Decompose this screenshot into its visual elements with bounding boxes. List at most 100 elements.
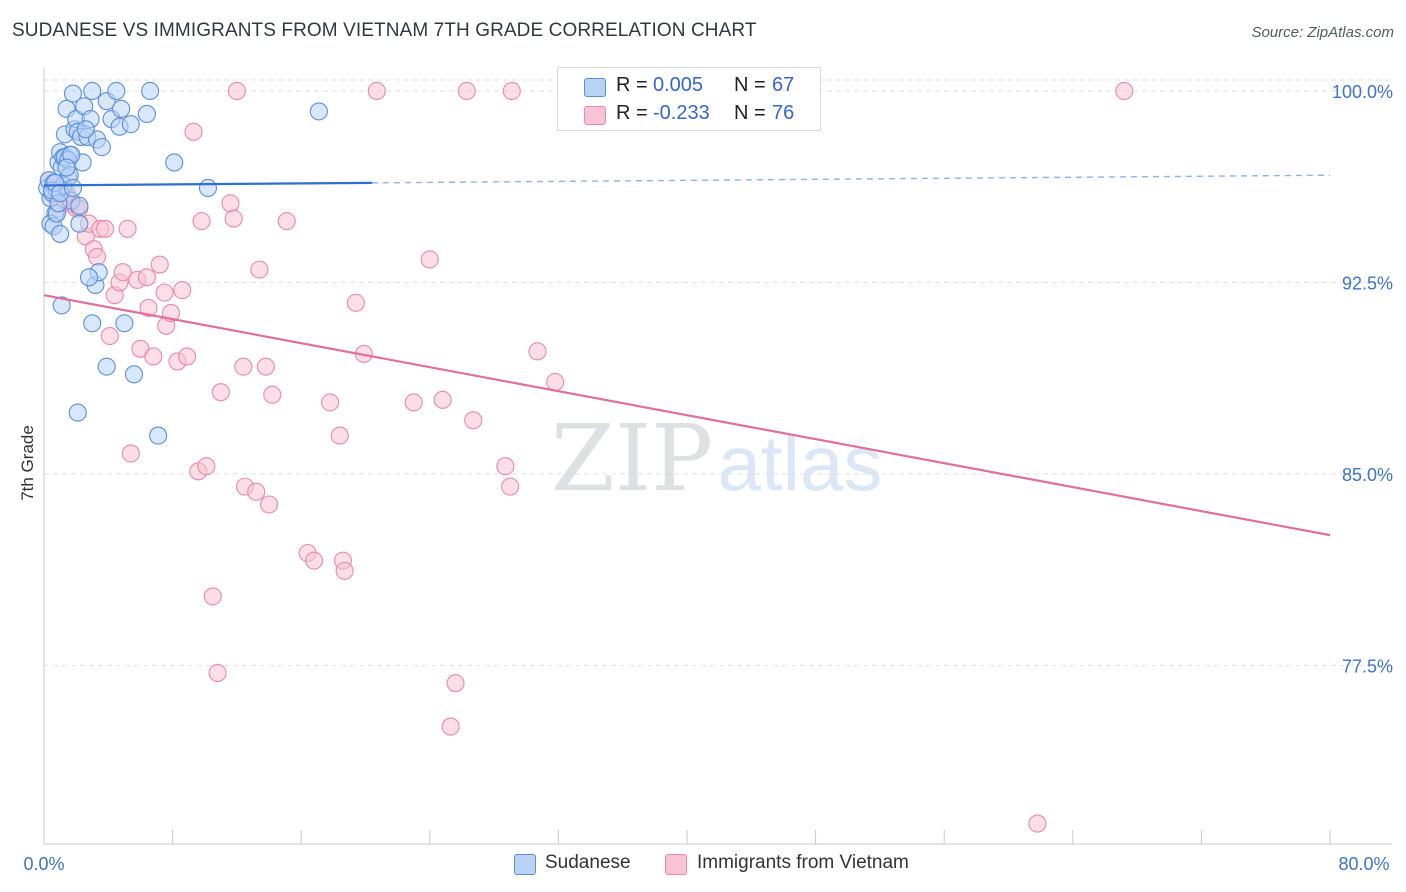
data-point-sudanese <box>51 224 70 243</box>
bottom-legend-label: Immigrants from Vietnam <box>697 852 909 873</box>
data-point-vietnam <box>335 561 354 580</box>
data-point-vietnam <box>87 247 107 266</box>
data-point-vietnam <box>256 357 275 376</box>
data-point-vietnam <box>100 326 119 346</box>
data-point-vietnam <box>144 347 163 366</box>
data-point-sudanese <box>63 84 82 103</box>
data-point-vietnam <box>221 194 240 213</box>
legend-row-vietnam: R = -0.233 N = 76 <box>558 100 820 128</box>
data-point-vietnam <box>441 717 460 736</box>
legend-n-value: 67 <box>772 74 795 96</box>
data-point-vietnam <box>184 122 203 141</box>
watermark: ZIP atlas <box>551 405 882 512</box>
data-point-vietnam <box>118 219 137 238</box>
data-point-vietnam <box>404 393 423 412</box>
y-tick-label: 85.0% <box>1342 465 1393 485</box>
y-tick-label: 92.5% <box>1342 273 1393 293</box>
data-point-vietnam <box>464 411 483 430</box>
data-point-sudanese <box>137 104 156 123</box>
data-point-vietnam <box>259 495 279 514</box>
data-point-vietnam <box>224 209 243 228</box>
trend-line-sudanese-extension <box>371 174 1331 184</box>
data-point-vietnam <box>208 663 227 683</box>
data-point-vietnam <box>211 383 230 402</box>
data-point-sudanese <box>83 314 102 333</box>
x-tick-label-max: 80.0% <box>1338 854 1389 874</box>
data-point-sudanese <box>112 99 131 118</box>
chart-title: SUDANESE VS IMMIGRANTS FROM VIETNAM 7TH … <box>12 20 757 41</box>
data-point-vietnam <box>247 482 266 501</box>
watermark-atlas: atlas <box>718 419 883 507</box>
data-point-vietnam <box>178 347 197 366</box>
data-point-vietnam <box>192 212 211 231</box>
data-point-sudanese <box>115 314 134 333</box>
data-point-vietnam <box>330 426 349 445</box>
data-point-vietnam <box>227 81 246 101</box>
data-point-vietnam <box>321 393 340 412</box>
data-point-vietnam <box>96 219 115 238</box>
data-point-vietnam <box>137 268 156 287</box>
data-point-vietnam <box>173 281 192 300</box>
source-credit: Source: ZipAtlas.com <box>1251 24 1394 41</box>
data-point-vietnam <box>150 255 169 274</box>
data-point-vietnam <box>263 385 282 404</box>
x-tick-label-min: 0.0% <box>23 854 64 874</box>
data-point-vietnam <box>277 212 296 231</box>
legend-r-label: R = <box>616 74 648 96</box>
data-point-sudanese <box>92 138 111 157</box>
data-point-vietnam <box>113 263 132 282</box>
y-axis-label: 7th Grade <box>18 425 37 501</box>
data-point-vietnam <box>203 587 222 606</box>
trend-line-vietnam <box>43 294 1331 537</box>
data-point-vietnam <box>446 674 465 693</box>
data-point-vietnam <box>457 81 476 101</box>
bottom-legend-swatch-blue <box>514 854 536 875</box>
data-point-vietnam <box>1028 814 1047 833</box>
data-point-sudanese <box>165 153 184 172</box>
data-point-vietnam <box>250 260 269 279</box>
legend-n-label: N = <box>734 74 766 96</box>
data-point-vietnam <box>502 81 521 101</box>
data-point-vietnam <box>197 457 216 476</box>
data-point-vietnam <box>234 357 253 376</box>
y-tick-label: 100.0% <box>1332 82 1393 102</box>
data-point-sudanese <box>97 357 116 376</box>
data-point-sudanese <box>124 365 144 384</box>
data-point-sudanese <box>63 178 82 198</box>
data-point-sudanese <box>107 81 126 101</box>
data-point-vietnam <box>139 298 158 317</box>
data-point-sudanese <box>68 403 87 422</box>
data-point-sudanese <box>79 268 99 287</box>
trend-lines <box>43 174 1331 537</box>
data-point-sudanese <box>198 178 218 198</box>
data-point-sudanese <box>70 214 89 233</box>
data-point-vietnam <box>496 457 515 476</box>
data-point-vietnam <box>501 477 520 496</box>
data-point-vietnam <box>305 551 324 570</box>
data-point-vietnam <box>346 293 365 312</box>
legend-row-sudanese: R = 0.005 N = 67 <box>558 72 820 100</box>
watermark-zip: ZIP <box>551 405 713 512</box>
data-point-vietnam <box>367 81 386 101</box>
data-point-sudanese <box>149 426 168 445</box>
data-point-sudanese <box>76 120 95 139</box>
correlation-legend: R = 0.005 N = 67 R = -0.233 N = 76 <box>557 67 821 131</box>
bottom-legend-label: Sudanese <box>545 852 631 873</box>
data-point-sudanese <box>83 81 102 101</box>
legend-r-label: R = <box>616 102 648 124</box>
data-point-vietnam <box>528 342 547 361</box>
legend-r-value: -0.233 <box>653 102 710 124</box>
data-point-sudanese <box>70 196 89 215</box>
data-point-vietnam <box>546 372 565 392</box>
data-point-vietnam <box>121 444 140 463</box>
tick-labels: 77.5% 85.0% 92.5% 100.0% 0.0% 80.0% <box>23 82 1393 874</box>
data-point-sudanese <box>57 158 76 177</box>
data-point-sudanese <box>309 102 328 121</box>
bottom-legend-swatch-pink <box>665 854 687 875</box>
data-point-vietnam <box>1115 81 1134 101</box>
y-tick-label: 77.5% <box>1342 656 1393 676</box>
legend-swatch-pink <box>584 106 606 125</box>
legend-n-value: 76 <box>772 102 795 124</box>
data-point-sudanese <box>141 81 160 101</box>
